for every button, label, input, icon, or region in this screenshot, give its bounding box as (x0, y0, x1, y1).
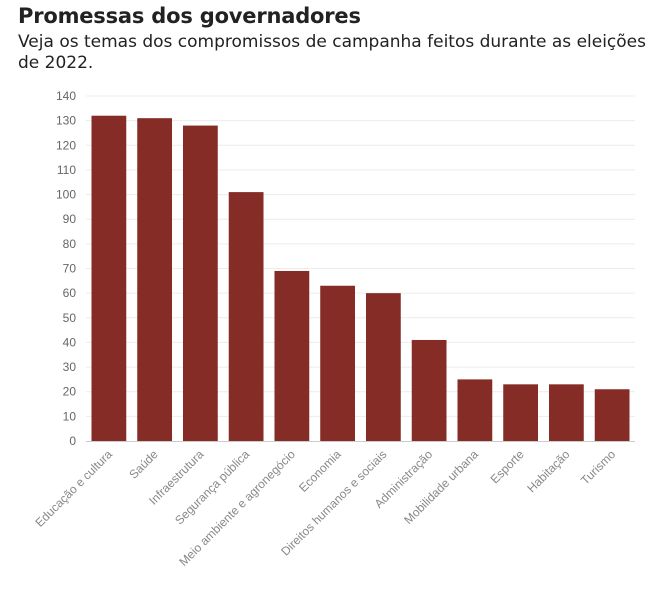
y-axis-ticks: 0 10 20 30 40 50 60 70 80 90 100 110 120 130 140 (56, 89, 76, 448)
x-tick-label: Turismo (578, 447, 618, 487)
y-tick-label: 20 (63, 385, 77, 399)
bar[interactable] (320, 285, 356, 441)
x-tick-label: Esporte (488, 447, 527, 486)
y-tick-label: 130 (56, 114, 76, 128)
y-tick-label: 90 (63, 212, 77, 226)
y-tick-label: 50 (63, 311, 77, 325)
y-tick-label: 80 (63, 237, 77, 251)
bar[interactable] (411, 339, 447, 441)
x-tick-label: Habitação (524, 447, 572, 495)
bars (91, 115, 630, 442)
x-tick-label: Economia (296, 447, 344, 495)
y-tick-label: 10 (63, 409, 77, 423)
bar[interactable] (91, 115, 127, 441)
bar[interactable] (365, 293, 401, 441)
x-tick-label: Saúde (126, 447, 161, 482)
y-tick-label: 60 (63, 286, 77, 300)
y-tick-label: 40 (63, 335, 77, 349)
y-tick-label: 70 (63, 262, 77, 276)
bar[interactable] (548, 384, 584, 441)
bar[interactable] (182, 125, 218, 442)
chart-title: Promessas dos governadores (18, 4, 361, 28)
bar[interactable] (137, 118, 173, 441)
y-tick-label: 0 (69, 434, 76, 448)
y-tick-label: 140 (56, 89, 76, 103)
bar[interactable] (274, 270, 310, 441)
bar[interactable] (594, 389, 630, 441)
chart-subtitle: Veja os temas dos compromissos de campan… (18, 32, 646, 73)
y-tick-label: 100 (56, 188, 76, 202)
bar[interactable] (457, 379, 493, 441)
y-tick-label: 30 (63, 360, 77, 374)
y-tick-label: 120 (56, 138, 76, 152)
x-axis-labels: Educação e cultura SaúdeInfraestruturaSeg… (32, 447, 618, 569)
bar[interactable] (503, 384, 539, 441)
x-tick-label: Educação e cultura (32, 447, 115, 530)
bar[interactable] (228, 192, 264, 441)
y-tick-label: 110 (57, 163, 76, 177)
gridlines (86, 95, 635, 417)
